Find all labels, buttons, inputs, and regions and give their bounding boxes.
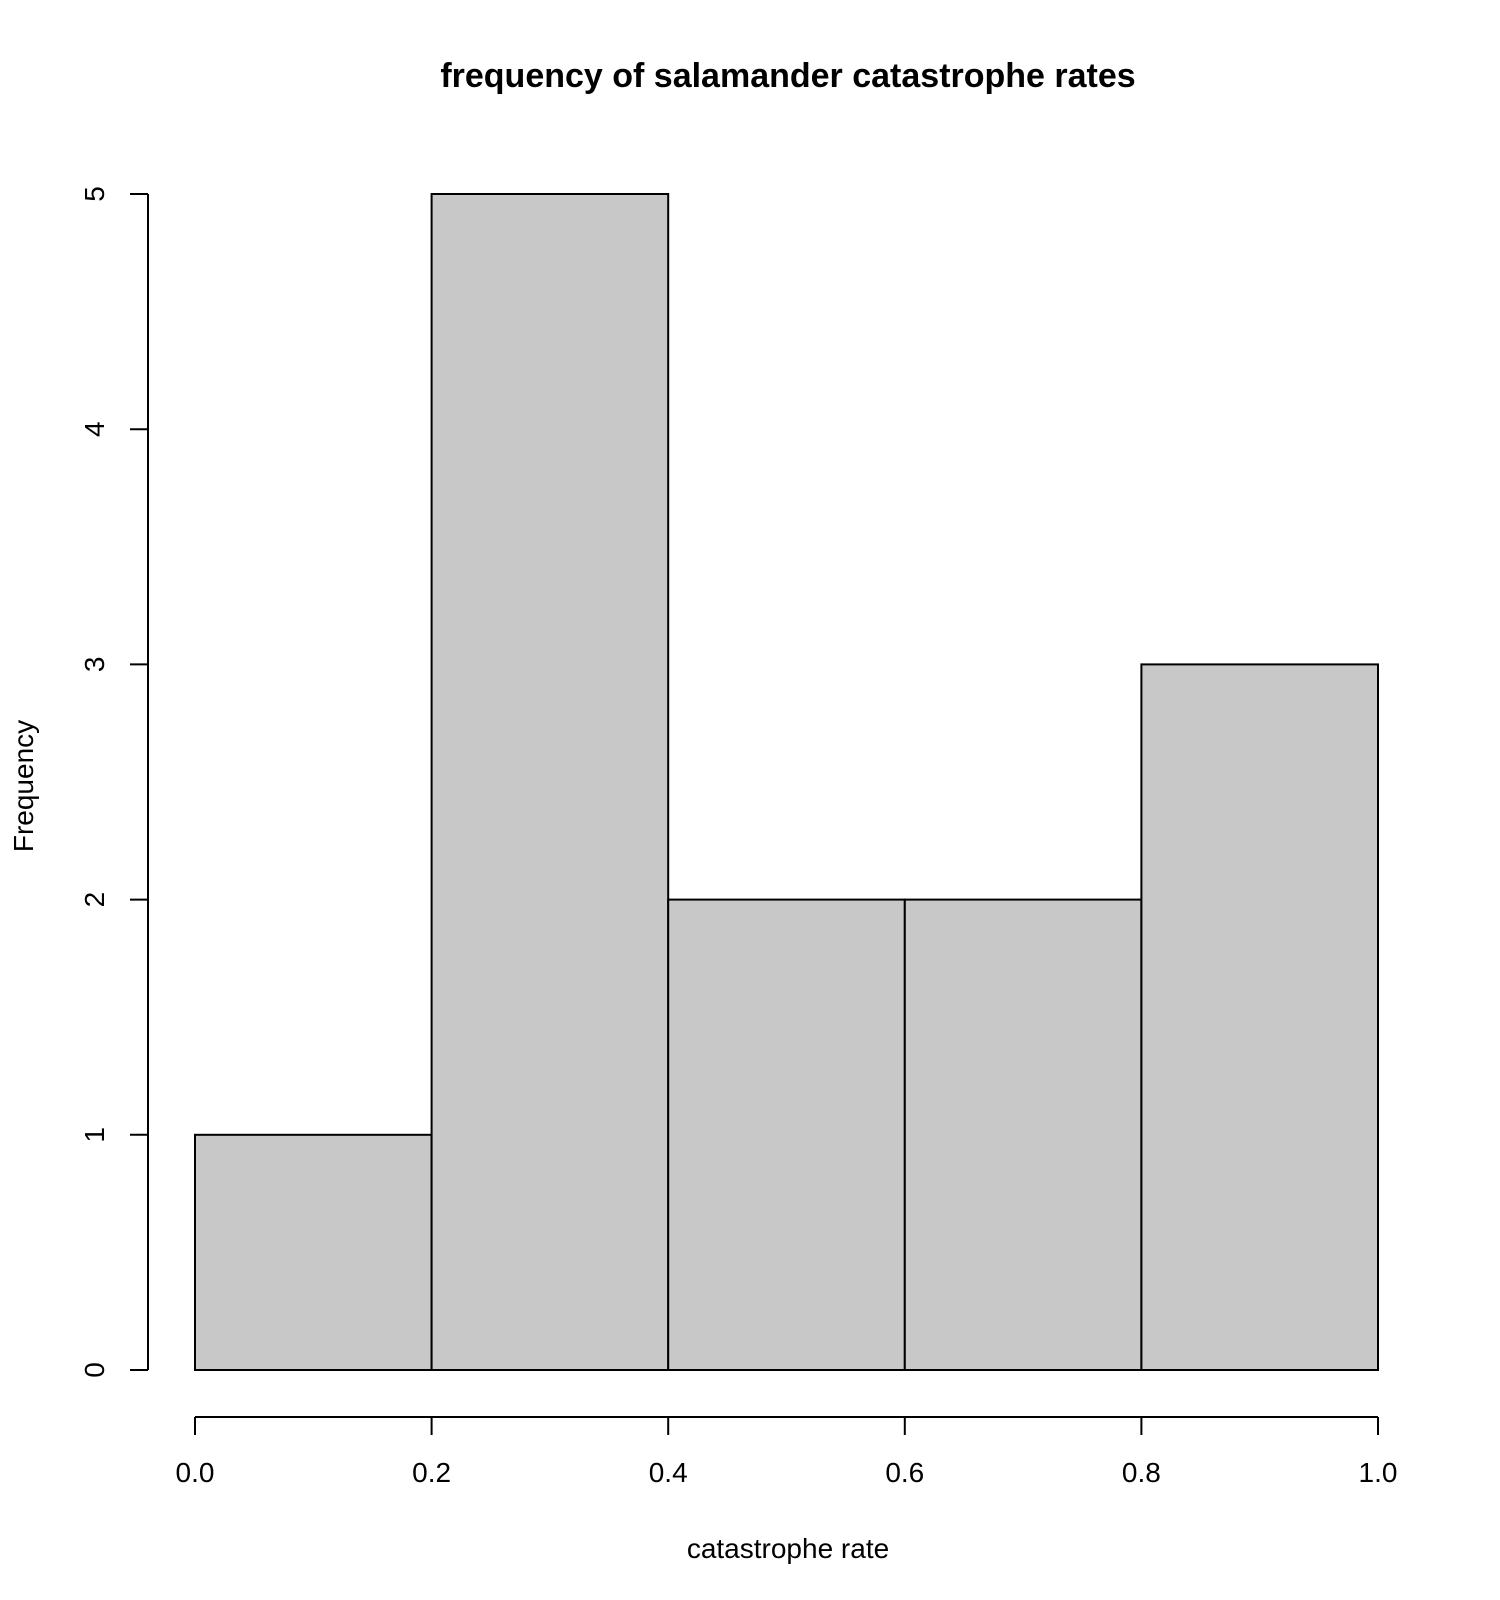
histogram-bar-1 — [194, 1133, 433, 1372]
x-axis: 0.0 0.2 0.4 0.6 0.8 1.0 — [176, 1416, 1398, 1488]
x-tick-label: 0.2 — [412, 1457, 451, 1488]
histogram-bar-2 — [430, 193, 670, 1371]
bars-group — [194, 193, 1380, 1372]
y-axis: 0 1 2 3 4 5 — [79, 186, 149, 1378]
y-axis-label: Frequency — [8, 720, 39, 852]
chart-title: frequency of salamander catastrophe rate… — [440, 57, 1135, 95]
histogram-bar-4 — [903, 898, 1143, 1371]
x-tick-label: 1.0 — [1359, 1457, 1398, 1488]
x-tick-label: 0.8 — [1122, 1457, 1161, 1488]
x-tick-label: 0.0 — [176, 1457, 215, 1488]
x-axis-label: catastrophe rate — [687, 1533, 889, 1564]
y-tick-label: 4 — [79, 421, 110, 437]
y-tick-label: 5 — [79, 186, 110, 202]
histogram-bar-3 — [667, 898, 906, 1371]
histogram-bar-5 — [1140, 663, 1380, 1371]
y-tick-label: 1 — [79, 1127, 110, 1143]
x-tick-label: 0.6 — [885, 1457, 924, 1488]
y-tick-label: 2 — [79, 892, 110, 908]
y-tick-label: 0 — [79, 1362, 110, 1378]
x-tick-label: 0.4 — [649, 1457, 688, 1488]
y-tick-label: 3 — [79, 657, 110, 673]
